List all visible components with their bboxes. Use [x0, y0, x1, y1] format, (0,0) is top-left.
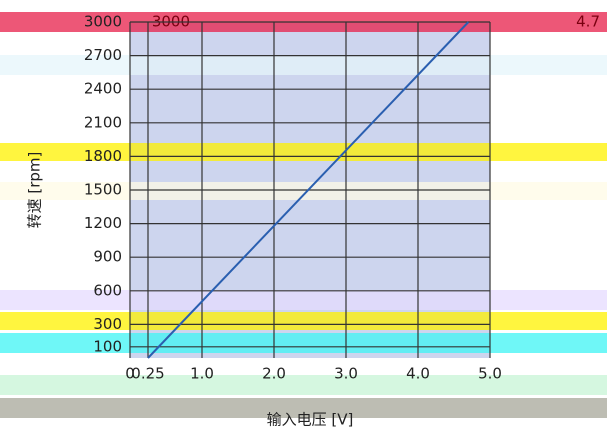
x-tick-label: 1.0 — [190, 365, 214, 383]
band — [0, 312, 607, 330]
y-tick-label: 100 — [93, 337, 122, 355]
band — [0, 398, 607, 418]
x-tick-label: 3.0 — [334, 365, 358, 383]
x-tick-label: 5.0 — [478, 365, 502, 383]
band — [0, 55, 607, 75]
y-tick-label: 900 — [93, 248, 122, 266]
x-tick-label: 0.25 — [131, 365, 164, 383]
y-tick-label: 3000 — [84, 13, 122, 31]
x-tick-label: 0 — [125, 365, 135, 383]
y-tick-label: 2400 — [84, 80, 122, 98]
x-tick-label: 4.0 — [406, 365, 430, 383]
y-tick-label: 2100 — [84, 113, 122, 131]
band — [0, 290, 607, 310]
y-tick-label: 1500 — [84, 181, 122, 199]
band — [0, 182, 607, 200]
annotation: 4.7 — [576, 13, 600, 31]
y-tick-label: 2700 — [84, 46, 122, 64]
glitch-bands — [0, 12, 607, 418]
y-tick-label: 300 — [93, 315, 122, 333]
y-tick-label: 600 — [93, 281, 122, 299]
y-axis-title: 转速 [rpm] — [26, 152, 44, 229]
x-axis-title: 输入电压 [V] — [267, 411, 354, 429]
y-tick-label: 1800 — [84, 147, 122, 165]
band — [0, 375, 607, 395]
band — [0, 333, 607, 353]
x-tick-label: 2.0 — [262, 365, 286, 383]
line-series — [147, 21, 470, 359]
y-tick-label: 1200 — [84, 214, 122, 232]
